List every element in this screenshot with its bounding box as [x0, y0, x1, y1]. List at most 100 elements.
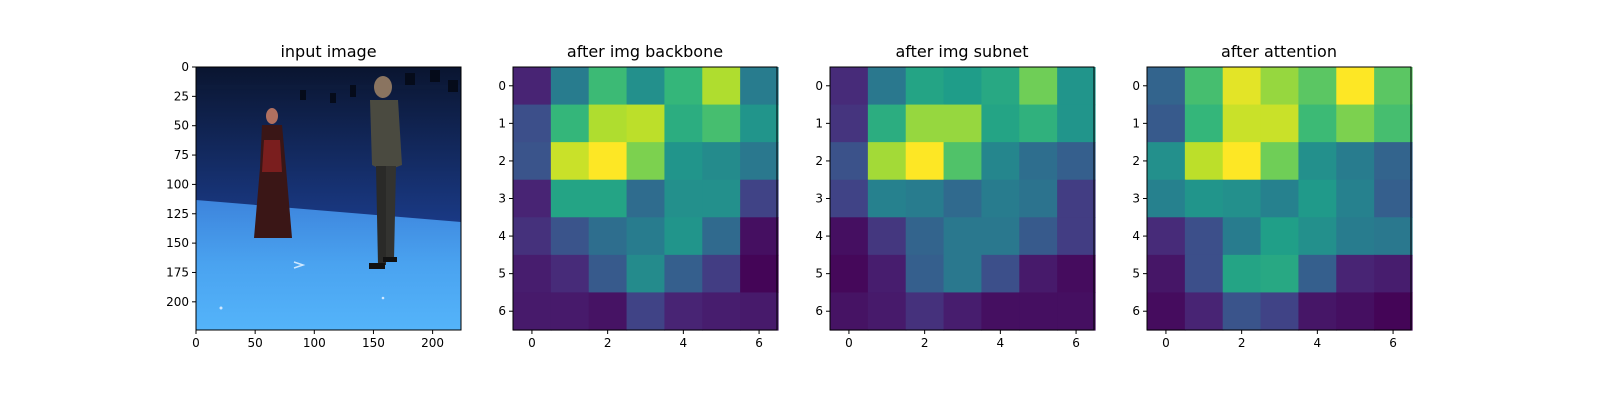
- heatmap-cell: [1374, 292, 1413, 331]
- y-tick-label: 4: [498, 229, 506, 243]
- heatmap-cell: [550, 254, 590, 294]
- heatmap-cell: [1374, 179, 1413, 218]
- y-tick-label: 0: [498, 79, 506, 93]
- heatmap-cell: [1374, 142, 1413, 181]
- heatmap-cell: [1298, 217, 1337, 256]
- heatmap-cell: [1057, 142, 1096, 181]
- heatmap-cell: [1260, 254, 1300, 294]
- heatmap-cell: [740, 142, 779, 181]
- axes-frame: [195, 66, 462, 331]
- heatmap-cell: [905, 67, 945, 106]
- y-tick-label: 0: [181, 60, 189, 74]
- y-tick-label: 3: [498, 192, 506, 206]
- x-tick-label: 150: [362, 336, 385, 350]
- y-tick-label: 175: [166, 265, 189, 279]
- panel-after-img-subnet: after img subnet 0 2 4 6 0 1 2 3 4 5 6: [815, 42, 1096, 350]
- heatmap-cell: [905, 292, 945, 331]
- heatmap-cell: [626, 104, 666, 143]
- ceiling-lights: [300, 70, 458, 103]
- heatmap-cell: [1057, 217, 1096, 256]
- heatmap-cell: [588, 217, 628, 256]
- panel-title: after img backbone: [567, 42, 723, 61]
- heatmap-cell: [1336, 292, 1375, 331]
- heatmap-cell: [740, 104, 779, 143]
- person-left: [254, 108, 292, 238]
- y-tick-label: 2: [815, 154, 823, 168]
- y-tick-label: 0: [1132, 79, 1140, 93]
- input-photo: [196, 67, 461, 330]
- heatmap-cell: [1184, 217, 1224, 256]
- heatmap-cell: [1057, 104, 1096, 143]
- heatmap-cell: [981, 179, 1020, 218]
- heatmap-cell: [1298, 67, 1337, 106]
- heatmap-cell: [1147, 292, 1186, 331]
- heatmap-cell: [867, 179, 907, 218]
- y-tick-label: 50: [174, 119, 189, 133]
- heatmap-cell: [830, 67, 869, 106]
- heatmap-cell: [1147, 104, 1186, 143]
- heatmap-cell: [1147, 254, 1186, 294]
- heatmap-cell: [981, 292, 1020, 331]
- heatmap-cell: [830, 142, 869, 181]
- heatmap-cell: [905, 179, 945, 218]
- y-tick-label: 2: [1132, 154, 1140, 168]
- axis-ticks: 0 50 100 150 200 0 25 50 75 100 125 150 175 200: [166, 60, 444, 350]
- heatmap-cell: [1298, 179, 1337, 218]
- axis-ticks: 0 2 4 6 0 1 2 3 4 5 6: [1132, 79, 1397, 350]
- heatmap-cell: [550, 67, 590, 106]
- heatmap-cell: [830, 254, 869, 294]
- heatmap-cells: [1147, 67, 1413, 331]
- y-tick-label: 6: [815, 304, 823, 318]
- panel-title: after attention: [1221, 42, 1337, 61]
- y-tick-label: 100: [166, 177, 189, 191]
- heatmap-cell: [702, 179, 741, 218]
- heatmap-cell: [1019, 67, 1058, 106]
- x-tick-label: 0: [192, 336, 200, 350]
- y-tick-label: 5: [498, 267, 506, 281]
- y-tick-label: 0: [815, 79, 823, 93]
- heatmap-cell: [1019, 142, 1058, 181]
- heatmap-cell: [1184, 67, 1224, 106]
- heatmap-cell: [981, 254, 1020, 294]
- heatmap-cell: [1336, 217, 1375, 256]
- heatmap-cell: [588, 67, 628, 106]
- heatmap-cell: [588, 142, 628, 181]
- y-tick-label: 4: [1132, 229, 1140, 243]
- heatmap-cell: [626, 67, 666, 106]
- heatmap-cell: [1336, 179, 1375, 218]
- x-tick-label: 0: [528, 336, 536, 350]
- heatmap-cell: [1260, 104, 1300, 143]
- x-tick-label: 4: [1314, 336, 1322, 350]
- y-tick-label: 200: [166, 295, 189, 309]
- heatmap-cell: [1374, 104, 1413, 143]
- y-tick-label: 3: [1132, 192, 1140, 206]
- heatmap-cell: [1222, 217, 1262, 256]
- heatmap-cell: [943, 179, 983, 218]
- heatmap-cell: [1057, 254, 1096, 294]
- heatmap-cell: [1298, 254, 1337, 294]
- heatmap-cell: [588, 254, 628, 294]
- heatmap-cell: [740, 217, 779, 256]
- y-tick-label: 25: [174, 89, 189, 103]
- heatmap-cell: [702, 292, 741, 331]
- heatmap-cell: [1222, 67, 1262, 106]
- heatmap-cell: [1222, 142, 1262, 181]
- heatmap-cell: [626, 142, 666, 181]
- x-tick-label: 0: [845, 336, 853, 350]
- heatmap-cell: [626, 292, 666, 331]
- y-tick-label: 125: [166, 207, 189, 221]
- heatmap-cell: [740, 179, 779, 218]
- heatmap-cell: [626, 179, 666, 218]
- x-tick-label: 6: [1072, 336, 1080, 350]
- heatmap-cell: [867, 217, 907, 256]
- heatmap-cell: [867, 142, 907, 181]
- heatmap-cell: [1298, 142, 1337, 181]
- heatmap-cell: [513, 179, 552, 218]
- heatmap-cell: [513, 254, 552, 294]
- panel-title: after img subnet: [895, 42, 1028, 61]
- heatmap-cell: [1336, 67, 1375, 106]
- heatmap-cell: [1184, 179, 1224, 218]
- y-tick-label: 2: [498, 154, 506, 168]
- heatmap-cell: [664, 104, 703, 143]
- heatmap-cell: [905, 142, 945, 181]
